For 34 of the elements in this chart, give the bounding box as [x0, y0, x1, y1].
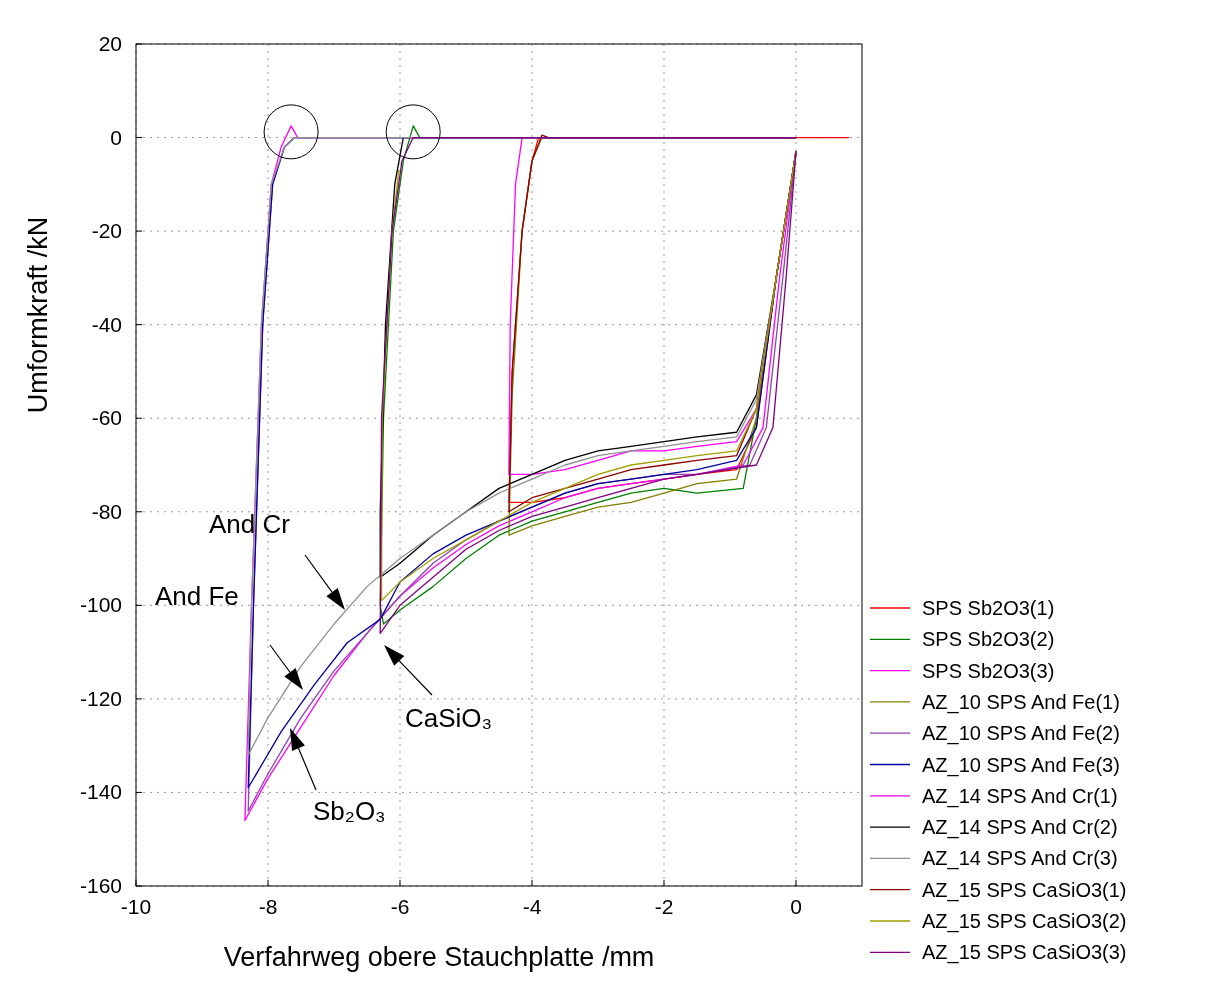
y-tick-label: -120 — [79, 686, 122, 710]
legend-label: SPS Sb2O3(2) — [922, 628, 1055, 651]
x-axis-title: Verfahrweg obere Stauchplatte /mm — [223, 942, 655, 972]
x-tick-label: -10 — [120, 895, 152, 918]
y-tick-label: -60 — [91, 406, 122, 430]
y-tick-label: -80 — [91, 499, 122, 523]
y-tick-label: 0 — [110, 125, 122, 149]
legend-label: AZ_15 SPS CaSiO3(3) — [922, 941, 1127, 965]
y-tick-label: -20 — [91, 219, 122, 243]
x-tick-label: -6 — [390, 895, 410, 918]
legend-label: AZ_15 SPS CaSiO3(2) — [922, 910, 1127, 933]
legend-label: AZ_10 SPS And Fe(3) — [922, 753, 1120, 777]
y-tick-label: -160 — [79, 874, 122, 897]
legend-label: SPS Sb2O3(3) — [922, 659, 1055, 682]
legend-label: SPS Sb2O3(1) — [922, 597, 1055, 619]
annotation: Sb₂O₃ — [313, 796, 386, 826]
y-tick-label: 20 — [98, 32, 122, 55]
y-tick-label: -140 — [79, 780, 122, 804]
y-tick-label: -100 — [79, 593, 122, 617]
legend-label: AZ_15 SPS CaSiO3(1) — [922, 878, 1127, 902]
y-tick-label: -40 — [91, 312, 122, 336]
x-tick-label: 0 — [790, 895, 802, 918]
legend-label: AZ_10 SPS And Fe(2) — [922, 722, 1120, 746]
x-tick-label: -2 — [654, 895, 674, 918]
annotation: And Fe — [155, 581, 239, 611]
y-axis-title: Umformkraft /kN — [23, 216, 53, 414]
legend-label: AZ_14 SPS And Cr(2) — [922, 816, 1118, 840]
annotation: CaSiO₃ — [405, 703, 493, 733]
annotation: And Cr — [209, 509, 291, 539]
legend-label: AZ_10 SPS And Fe(1) — [922, 690, 1120, 714]
legend-label: AZ_14 SPS And Cr(3) — [922, 847, 1118, 871]
x-tick-label: -4 — [522, 895, 542, 918]
legend-label: AZ_14 SPS And Cr(1) — [922, 784, 1118, 808]
x-tick-label: -8 — [258, 895, 278, 918]
